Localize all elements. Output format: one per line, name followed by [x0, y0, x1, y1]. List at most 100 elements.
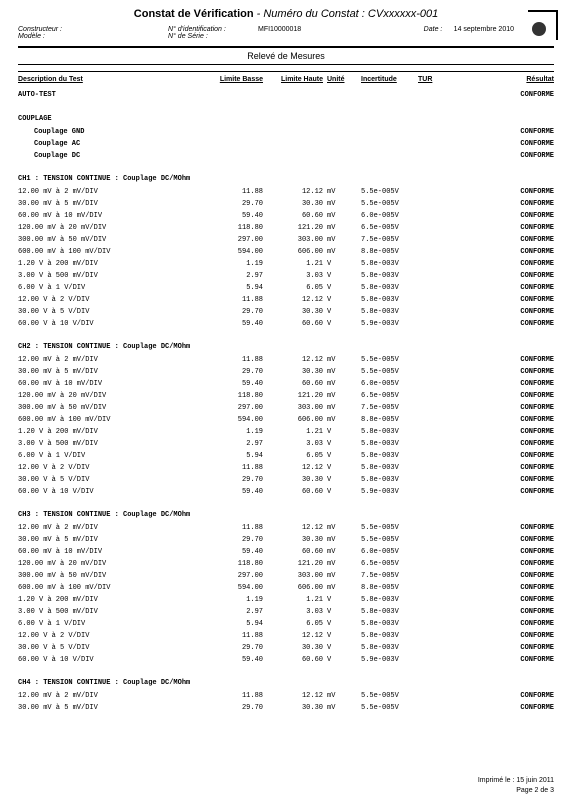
row-inc: 6.5e-005V	[353, 558, 418, 570]
row-desc: 60.00 V à 10 V/DIV	[18, 486, 188, 498]
row-tur	[418, 294, 448, 306]
row-tur	[418, 270, 448, 282]
row-desc: 12.00 V à 2 V/DIV	[18, 630, 188, 642]
test-row: 600.00 mV à 100 mV/DIV594.00606.00mV8.8e…	[18, 246, 554, 258]
row-inc: 6.0e-005V	[353, 210, 418, 222]
row-un: V	[323, 630, 353, 642]
test-row: 30.00 mV à 5 mV/DIV29.7030.30mV5.5e-005V…	[18, 366, 554, 378]
row-un: mV	[323, 534, 353, 546]
row-lb: 1.19	[188, 594, 263, 606]
row-tur	[418, 582, 448, 594]
serie-label: N° de Série :	[168, 33, 258, 40]
row-un: mV	[323, 354, 353, 366]
test-row: 12.00 mV à 2 mV/DIV11.8812.12mV5.5e-005V…	[18, 690, 554, 702]
row-res: CONFORME	[448, 450, 554, 462]
row-lh: 12.12	[263, 630, 323, 642]
row-desc: 300.00 mV à 50 mV/DIV	[18, 570, 188, 582]
row-lb: 11.88	[188, 462, 263, 474]
row-lh: 12.12	[263, 522, 323, 534]
test-row: 30.00 V à 5 V/DIV29.7030.30V5.8e-003VCON…	[18, 306, 554, 318]
date-value: 14 septembre 2010	[454, 26, 514, 33]
col-res: Résultat	[448, 76, 554, 83]
row-tur	[418, 282, 448, 294]
row-lb: 1.19	[188, 258, 263, 270]
row-res: CONFORME	[448, 138, 554, 150]
row-tur	[418, 474, 448, 486]
row-tur	[418, 318, 448, 330]
row-lb: 594.00	[188, 582, 263, 594]
row-lh: 303.00	[263, 402, 323, 414]
row-inc: 5.8e-003V	[353, 438, 418, 450]
row-inc: 5.8e-003V	[353, 450, 418, 462]
company-logo	[528, 10, 558, 40]
row-inc: 8.8e-005V	[353, 582, 418, 594]
test-row: 60.00 V à 10 V/DIV59.4060.60V5.9e-003VCO…	[18, 486, 554, 498]
title-main: Constat de Vérification	[134, 8, 254, 20]
row-inc: 5.8e-003V	[353, 258, 418, 270]
row-inc: 7.5e-005V	[353, 402, 418, 414]
test-row: 30.00 mV à 5 mV/DIV29.7030.30mV5.5e-005V…	[18, 534, 554, 546]
row-lb: 5.94	[188, 282, 263, 294]
row-res: CONFORME	[448, 486, 554, 498]
row-res: CONFORME	[448, 606, 554, 618]
row-lb: 29.70	[188, 642, 263, 654]
row-desc: 30.00 mV à 5 mV/DIV	[18, 702, 188, 714]
row-res: CONFORME	[448, 89, 554, 101]
row-inc: 5.8e-003V	[353, 270, 418, 282]
test-row: 3.00 V à 500 mV/DIV2.973.03V5.8e-003VCON…	[18, 606, 554, 618]
row-un: V	[323, 486, 353, 498]
test-row: 600.00 mV à 100 mV/DIV594.00606.00mV8.8e…	[18, 582, 554, 594]
row-res: CONFORME	[448, 438, 554, 450]
row-tur	[418, 534, 448, 546]
test-row: 120.00 mV à 20 mV/DIV118.80121.20mV6.5e-…	[18, 558, 554, 570]
row-lb: 29.70	[188, 702, 263, 714]
row-un: V	[323, 642, 353, 654]
row-desc: 1.20 V à 200 mV/DIV	[18, 426, 188, 438]
row-desc: 600.00 mV à 100 mV/DIV	[18, 414, 188, 426]
row-desc: 30.00 V à 5 V/DIV	[18, 474, 188, 486]
row-lh: 30.30	[263, 474, 323, 486]
row-res: CONFORME	[448, 390, 554, 402]
row-tur	[418, 450, 448, 462]
row-res: CONFORME	[448, 306, 554, 318]
row-tur	[418, 222, 448, 234]
row-un: mV	[323, 558, 353, 570]
row-res: CONFORME	[448, 222, 554, 234]
row-lh: 606.00	[263, 246, 323, 258]
row-un: mV	[323, 246, 353, 258]
row-inc: 5.8e-003V	[353, 606, 418, 618]
row-desc: 300.00 mV à 50 mV/DIV	[18, 402, 188, 414]
row-desc: 600.00 mV à 100 mV/DIV	[18, 582, 188, 594]
row-tur	[418, 462, 448, 474]
row-lb: 297.00	[188, 570, 263, 582]
constructeur-label: Constructeur :	[18, 26, 78, 33]
test-row: 300.00 mV à 50 mV/DIV297.00303.00mV7.5e-…	[18, 570, 554, 582]
row-lh: 6.05	[263, 282, 323, 294]
row-lh: 12.12	[263, 186, 323, 198]
row-lh: 60.60	[263, 318, 323, 330]
row-lb: 59.40	[188, 546, 263, 558]
row-desc: 3.00 V à 500 mV/DIV	[18, 606, 188, 618]
test-row: 300.00 mV à 50 mV/DIV297.00303.00mV7.5e-…	[18, 402, 554, 414]
row-res: CONFORME	[448, 534, 554, 546]
row-inc: 5.8e-003V	[353, 294, 418, 306]
row-res: CONFORME	[448, 318, 554, 330]
row-un: V	[323, 606, 353, 618]
row-res: CONFORME	[448, 258, 554, 270]
row-desc: 12.00 mV à 2 mV/DIV	[18, 690, 188, 702]
row-desc: 12.00 mV à 2 mV/DIV	[18, 354, 188, 366]
row-un: mV	[323, 690, 353, 702]
section-head: COUPLAGE	[18, 112, 554, 126]
row-un: mV	[323, 546, 353, 558]
row-lh: 3.03	[263, 438, 323, 450]
identification-label: N° d'identification :	[168, 26, 258, 33]
row-res: CONFORME	[448, 210, 554, 222]
row-un: V	[323, 462, 353, 474]
row-lh: 3.03	[263, 606, 323, 618]
row-inc: 5.5e-005V	[353, 366, 418, 378]
row-tur	[418, 306, 448, 318]
row-res: CONFORME	[448, 522, 554, 534]
row-lb: 11.88	[188, 186, 263, 198]
row-tur	[418, 198, 448, 210]
row-inc: 5.8e-003V	[353, 642, 418, 654]
